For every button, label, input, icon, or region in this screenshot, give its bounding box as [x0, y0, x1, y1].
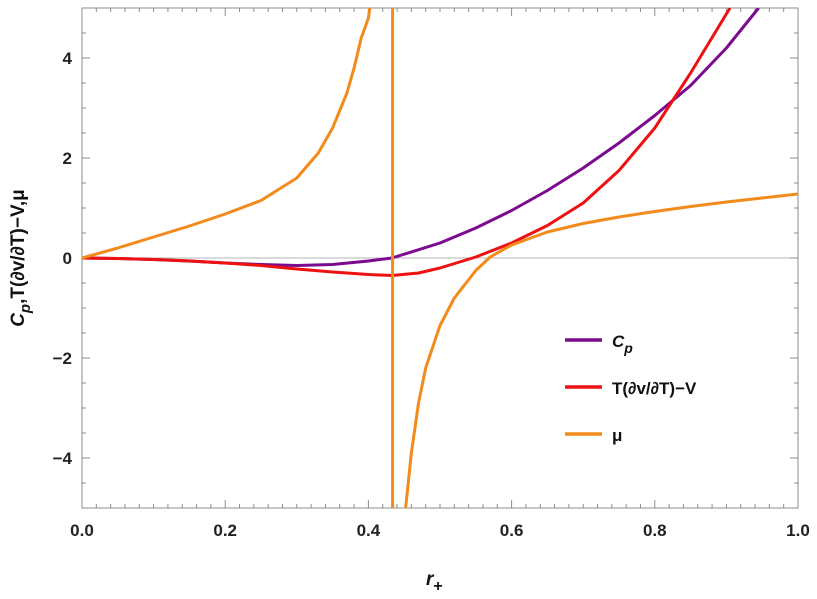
x-tick-label: 0.8	[643, 521, 667, 540]
legend-label-main: T(∂v/∂T)−V	[612, 379, 697, 398]
x-tick-label: 0.4	[357, 521, 381, 540]
series-line-3-branch-1	[82, 8, 372, 260]
y-tick-label: 4	[63, 49, 73, 68]
x-tick-label: 0.0	[70, 521, 94, 540]
x-axis-ticks	[81, 8, 799, 508]
x-axis-label-sub: +	[433, 578, 442, 595]
legend-label-main: μ	[612, 426, 622, 445]
y-axis-label-main: C	[8, 313, 29, 327]
curves	[82, 8, 798, 508]
legend-label: Cp	[612, 332, 633, 356]
y-axis-ticks	[82, 7, 798, 509]
y-tick-label: 0	[63, 249, 72, 268]
x-axis-label: r+	[426, 569, 443, 595]
legend-label-sub: p	[623, 340, 633, 356]
legend: Cp T(∂v/∂T)−V μ	[565, 332, 697, 445]
legend-label: μ	[612, 426, 622, 445]
x-tick-label: 0.2	[213, 521, 237, 540]
series-line-2	[82, 8, 732, 277]
y-tick-label: 2	[63, 149, 72, 168]
y-tick-label: −4	[53, 449, 73, 468]
x-axis-label-main: r	[426, 569, 435, 590]
x-tick-label: 1.0	[786, 521, 810, 540]
y-tick-label: −2	[53, 349, 72, 368]
legend-label: T(∂v/∂T)−V	[612, 379, 697, 398]
y-axis-label-rest: ,T(∂v/∂T)−V,μ	[8, 189, 29, 304]
series-line-3-branch-3	[404, 192, 798, 508]
x-tick-label: 0.6	[500, 521, 524, 540]
legend-label-main: C	[612, 332, 625, 351]
y-axis-label: Cp,T(∂v/∂T)−V,μ	[8, 189, 34, 327]
y-axis-label-sub: p	[17, 304, 34, 314]
